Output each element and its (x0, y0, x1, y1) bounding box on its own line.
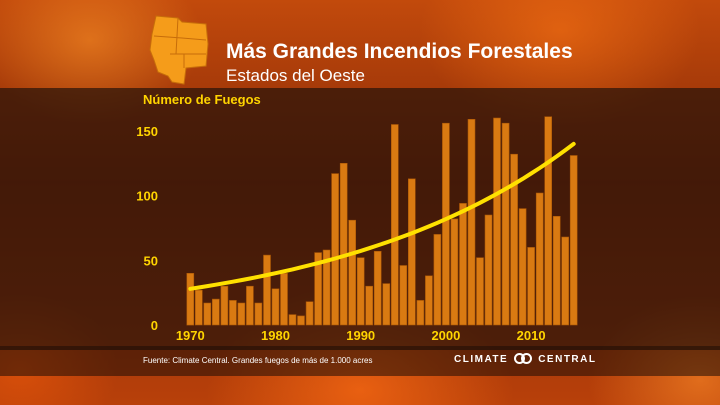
bar-2003 (467, 119, 476, 326)
bar-1996 (407, 178, 416, 326)
bar-2006 (493, 117, 501, 326)
footer-band (0, 346, 720, 376)
trend-line (188, 141, 576, 291)
climate-central-rings-icon (514, 353, 533, 365)
bar-1999 (433, 234, 442, 326)
western-us-map-icon (149, 15, 209, 85)
x-tick-label: 1990 (346, 328, 375, 343)
chart-title: Más Grandes Incendios Forestales (226, 40, 573, 63)
bar-1988 (339, 163, 348, 326)
bar-1995 (399, 265, 408, 326)
bar-1979 (263, 254, 271, 326)
bar-1980 (271, 288, 280, 326)
bar-1972 (203, 302, 212, 326)
y-tick-label: 100 (136, 189, 158, 204)
bar-1984 (305, 301, 314, 326)
bar-1971 (195, 289, 203, 326)
bar-1981 (280, 272, 288, 326)
bar-2014 (561, 236, 570, 326)
bar-2004 (476, 257, 484, 326)
bar-1982 (288, 314, 297, 326)
bar-1986 (322, 249, 331, 326)
bar-2013 (552, 216, 561, 326)
source-note: Fuente: Climate Central. Grandes fuegos … (143, 356, 373, 365)
bar-1993 (382, 283, 391, 326)
y-axis-label: Número de Fuegos (143, 92, 261, 107)
bar-2008 (510, 153, 518, 326)
bar-1991 (365, 285, 374, 326)
logo-text-right: CENTRAL (538, 353, 597, 365)
bar-1983 (297, 315, 305, 326)
bar-2009 (518, 208, 527, 326)
y-tick-label: 0 (151, 318, 158, 333)
bar-1992 (373, 251, 382, 326)
chart-subtitle: Estados del Oeste (226, 66, 365, 85)
bar-2012 (544, 116, 553, 326)
bar-1976 (237, 302, 246, 326)
bar-1985 (314, 252, 322, 326)
bar-2007 (501, 122, 510, 326)
y-tick-label: 50 (144, 253, 158, 268)
logo-text-left: CLIMATE (454, 353, 509, 365)
bar-1975 (229, 300, 237, 326)
bar-2000 (442, 122, 450, 326)
bar-2011 (535, 192, 544, 326)
climate-central-logo: CLIMATE CENTRAL (454, 353, 596, 365)
bar-1987 (331, 173, 339, 326)
bar-1974 (220, 285, 229, 326)
y-tick-label: 150 (136, 124, 158, 139)
x-tick-label: 1970 (176, 328, 205, 343)
bar-2005 (484, 214, 493, 326)
x-tick-label: 1980 (261, 328, 290, 343)
bar-2015 (569, 155, 578, 326)
bar-1997 (416, 300, 425, 326)
bar-2001 (450, 218, 459, 326)
bar-1973 (212, 298, 220, 326)
x-tick-label: 2000 (431, 328, 460, 343)
bar-1977 (246, 285, 254, 326)
bar-1970 (186, 272, 195, 326)
bar-1998 (425, 275, 433, 326)
bar-2010 (527, 247, 535, 326)
bar-1978 (254, 302, 263, 326)
bar-1994 (390, 124, 399, 326)
x-tick-label: 2010 (517, 328, 546, 343)
bar-2002 (459, 203, 467, 326)
bar-1990 (356, 257, 365, 326)
bar-1989 (348, 219, 357, 326)
